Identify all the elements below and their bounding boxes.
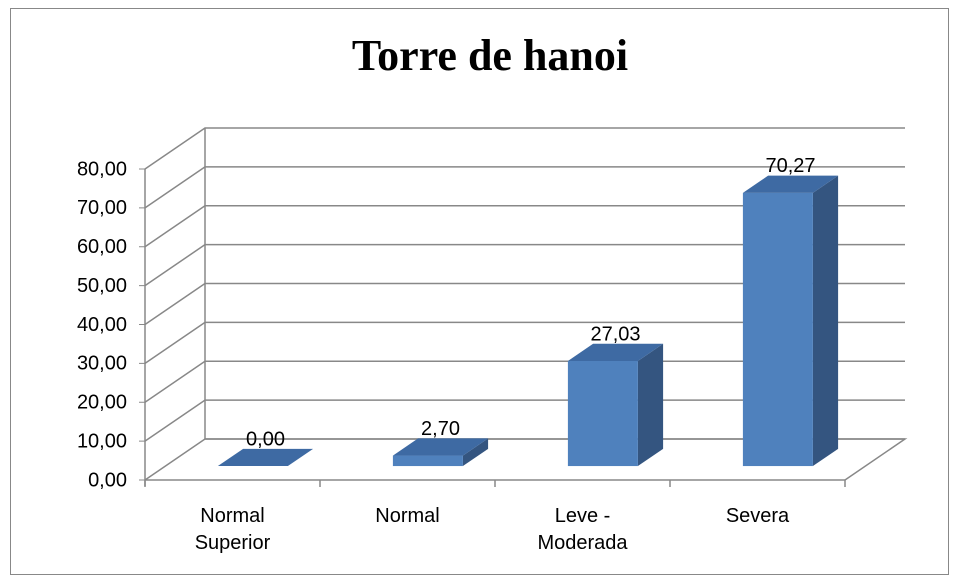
bar xyxy=(742,192,813,467)
bar-side xyxy=(462,438,489,467)
chart-border xyxy=(10,8,949,575)
grid-line xyxy=(144,166,905,209)
grid-line xyxy=(144,127,905,170)
bar-top xyxy=(742,175,839,193)
y-tick-label: 60,00 xyxy=(77,236,127,258)
grid-line xyxy=(144,243,905,287)
bar-top xyxy=(217,448,314,467)
y-tick-label: 50,00 xyxy=(77,275,127,297)
bar-side xyxy=(812,175,839,467)
grid-line xyxy=(144,399,905,442)
value-label: 2,70 xyxy=(421,418,460,440)
value-label: 27,03 xyxy=(590,323,640,345)
grid-line xyxy=(144,438,905,481)
grid-line xyxy=(144,321,905,364)
bar-top xyxy=(567,343,664,361)
y-tick-label: 0,00 xyxy=(88,469,127,491)
bar xyxy=(392,455,463,467)
bar-top xyxy=(392,438,489,456)
x-tick-label: Leve - Moderada xyxy=(537,505,628,554)
y-tick-label: 30,00 xyxy=(77,353,127,375)
x-tick-label: Normal Superior xyxy=(194,505,271,554)
y-tick-label: 10,00 xyxy=(77,430,127,452)
value-label: 70,27 xyxy=(765,155,815,177)
grid-line xyxy=(144,360,905,403)
y-tick-label: 20,00 xyxy=(77,392,127,414)
value-label: 0,00 xyxy=(246,428,285,450)
grid-line xyxy=(144,205,905,248)
y-tick-label: 40,00 xyxy=(77,314,127,336)
bar xyxy=(567,360,638,467)
x-tick-label: Severa xyxy=(725,505,790,527)
y-tick-label: 70,00 xyxy=(77,197,127,219)
x-tick-label: Normal xyxy=(375,505,440,527)
y-tick-label: 80,00 xyxy=(77,158,127,180)
bar-side xyxy=(637,343,664,467)
chart-title: Torre de hanoi xyxy=(352,31,628,80)
grid-line xyxy=(144,282,905,326)
